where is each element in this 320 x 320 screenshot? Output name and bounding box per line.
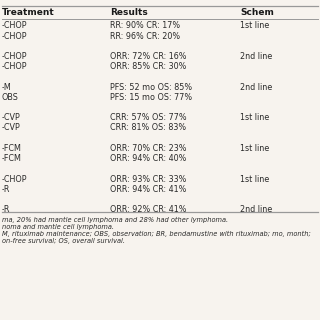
Text: -M: -M xyxy=(2,83,12,92)
Text: -CHOP: -CHOP xyxy=(2,21,28,30)
Text: ORR: 92% CR: 41%: ORR: 92% CR: 41% xyxy=(110,205,187,214)
Text: ORR: 72% CR: 16%: ORR: 72% CR: 16% xyxy=(110,52,187,61)
Text: ORR: 93% CR: 33%: ORR: 93% CR: 33% xyxy=(110,174,186,183)
Text: Schem: Schem xyxy=(240,8,274,17)
Text: -CHOP: -CHOP xyxy=(2,52,28,61)
Text: Treatment: Treatment xyxy=(2,8,55,17)
Text: -CHOP: -CHOP xyxy=(2,174,28,183)
Text: CRR: 57% OS: 77%: CRR: 57% OS: 77% xyxy=(110,113,187,122)
Text: 1st line: 1st line xyxy=(240,113,269,122)
Text: 1st line: 1st line xyxy=(240,144,269,153)
Text: ORR: 94% CR: 40%: ORR: 94% CR: 40% xyxy=(110,154,186,163)
Text: on-free survival; OS, overall survival.: on-free survival; OS, overall survival. xyxy=(2,238,125,244)
Text: 2nd line: 2nd line xyxy=(240,83,272,92)
Text: M, rituximab maintenance; OBS, observation; BR, bendamustine with rituximab; mo,: M, rituximab maintenance; OBS, observati… xyxy=(2,231,311,237)
Text: RR: 90% CR: 17%: RR: 90% CR: 17% xyxy=(110,21,180,30)
Text: -FCM: -FCM xyxy=(2,154,22,163)
Text: ORR: 70% CR: 23%: ORR: 70% CR: 23% xyxy=(110,144,187,153)
Text: 1st line: 1st line xyxy=(240,21,269,30)
Text: ORR: 85% CR: 30%: ORR: 85% CR: 30% xyxy=(110,62,186,71)
Text: -FCM: -FCM xyxy=(2,144,22,153)
Text: 2nd line: 2nd line xyxy=(240,52,272,61)
Text: 2nd line: 2nd line xyxy=(240,205,272,214)
Text: CRR: 81% OS: 83%: CRR: 81% OS: 83% xyxy=(110,124,186,132)
Text: ORR: 94% CR: 41%: ORR: 94% CR: 41% xyxy=(110,185,186,194)
Text: PFS: 15 mo OS: 77%: PFS: 15 mo OS: 77% xyxy=(110,93,192,102)
Text: 1st line: 1st line xyxy=(240,174,269,183)
Text: OBS: OBS xyxy=(2,93,19,102)
Text: PFS: 52 mo OS: 85%: PFS: 52 mo OS: 85% xyxy=(110,83,192,92)
Text: -CVP: -CVP xyxy=(2,113,21,122)
Text: -CVP: -CVP xyxy=(2,124,21,132)
Text: -R: -R xyxy=(2,185,10,194)
Text: ma, 20% had mantle cell lymphoma and 28% had other lymphoma.: ma, 20% had mantle cell lymphoma and 28%… xyxy=(2,217,228,223)
Text: noma and mantle cell lymphoma.: noma and mantle cell lymphoma. xyxy=(2,224,114,230)
Text: -CHOP: -CHOP xyxy=(2,32,28,41)
Text: Results: Results xyxy=(110,8,148,17)
Text: -CHOP: -CHOP xyxy=(2,62,28,71)
Text: RR: 96% CR: 20%: RR: 96% CR: 20% xyxy=(110,32,180,41)
Text: -R: -R xyxy=(2,205,10,214)
